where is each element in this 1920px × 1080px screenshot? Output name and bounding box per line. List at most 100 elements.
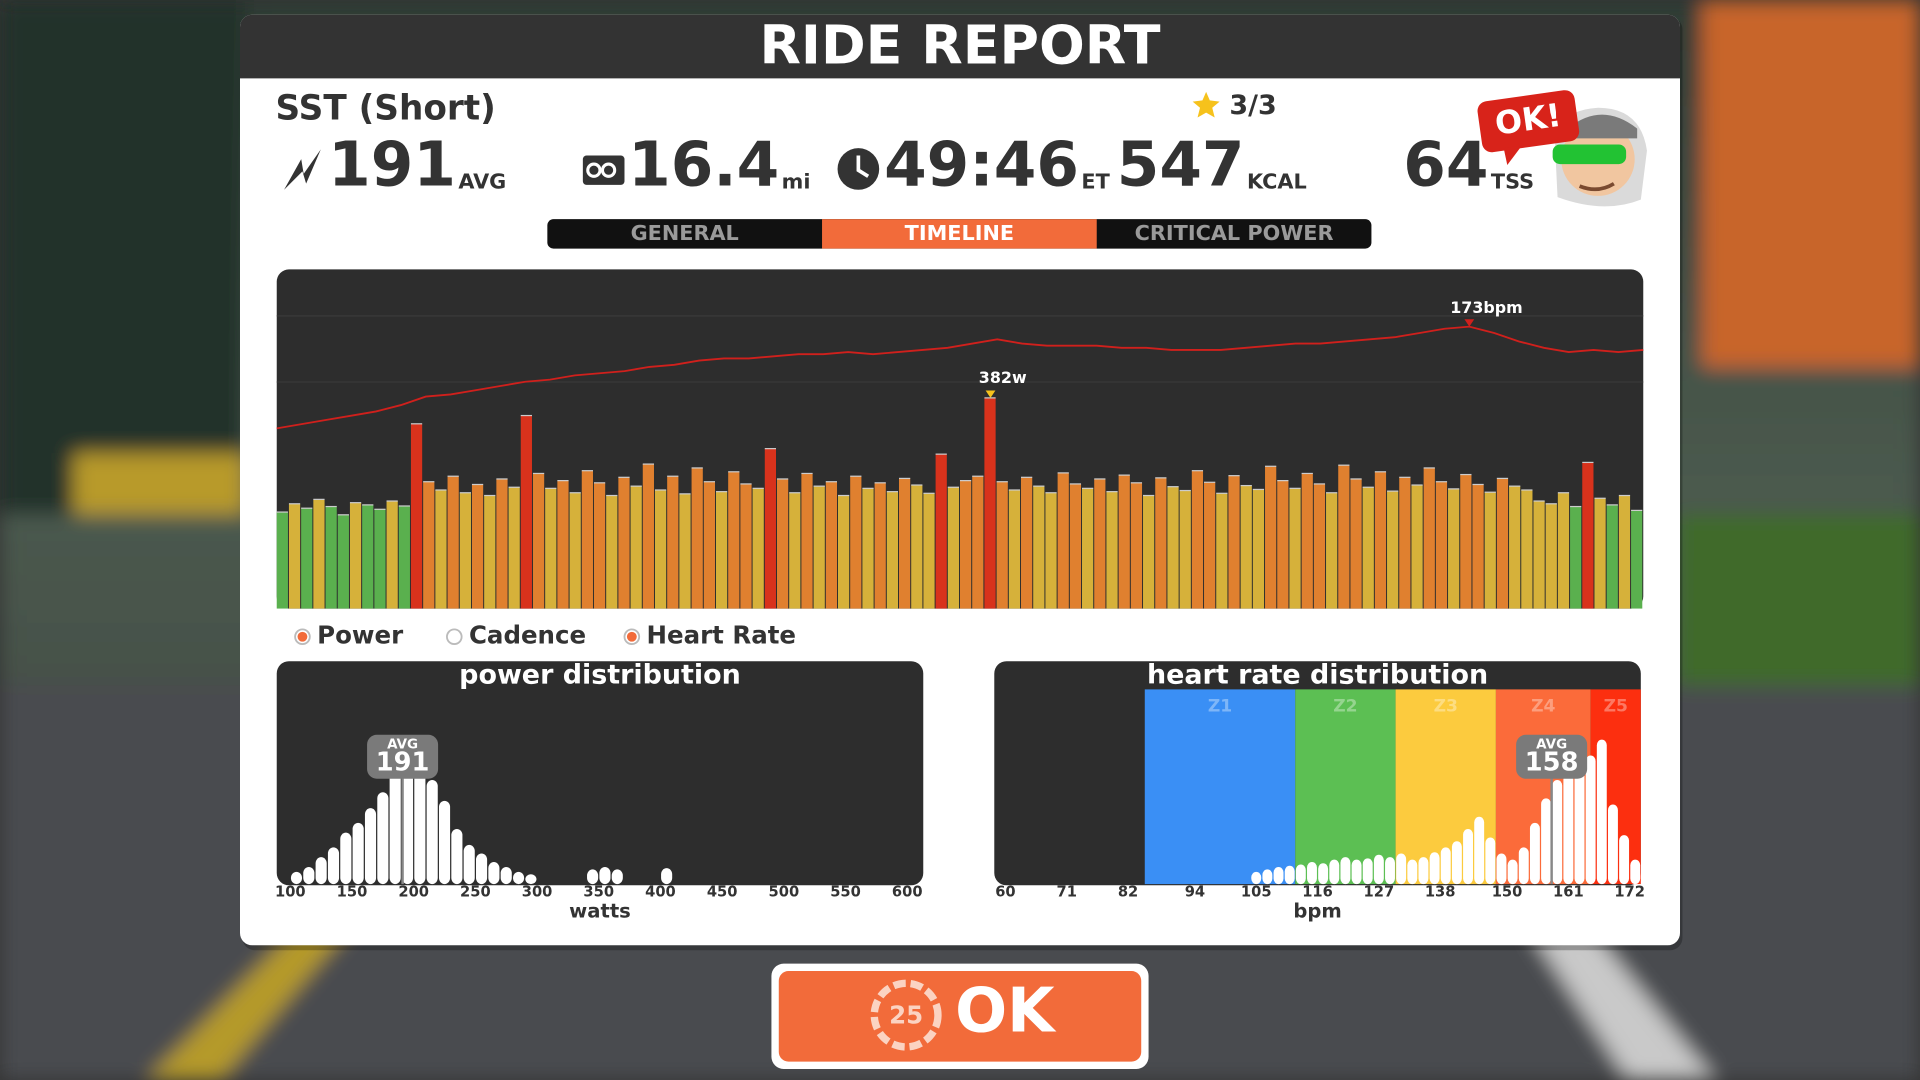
power-bar: [532, 473, 545, 609]
power-bar: [728, 471, 740, 609]
histogram-bar: [661, 868, 673, 885]
power-bar: [1399, 477, 1411, 609]
power-bar: [1204, 482, 1216, 609]
x-tick-label: 116: [1302, 884, 1333, 901]
histogram-bar: [364, 808, 377, 885]
stat-unit: AVG: [458, 169, 506, 193]
power-bar: [386, 501, 398, 609]
histogram-bar: [1596, 739, 1607, 885]
power-bar: [1496, 478, 1509, 609]
histogram-bar: [1329, 859, 1340, 885]
legend-label[interactable]: Cadence: [469, 621, 586, 650]
legend-label[interactable]: Heart Rate: [647, 621, 797, 650]
power-bar: [520, 415, 532, 609]
power-bar: [325, 506, 337, 609]
power-bar: [1594, 498, 1606, 609]
power-bar: [1484, 492, 1496, 609]
x-tick-label: 138: [1425, 884, 1456, 901]
tab[interactable]: TIMELINE: [905, 221, 1014, 245]
histogram-bar: [1418, 857, 1429, 885]
power-bar: [1191, 470, 1204, 609]
x-tick-label: 60: [995, 884, 1015, 901]
heart-rate-line: [276, 325, 1644, 430]
peak-label: 382w: [979, 368, 1027, 387]
stat-value: 49:46: [884, 130, 1079, 201]
ok-button[interactable]: 25 OK: [771, 963, 1149, 1069]
legend-radio-dot: [297, 631, 308, 642]
legend-radio-dot: [626, 631, 637, 642]
power-bar: [1057, 472, 1069, 609]
histogram-bar: [389, 767, 401, 885]
distance-icon: [582, 155, 625, 185]
power-bar: [1033, 486, 1045, 609]
power-bar: [1606, 504, 1618, 609]
power-bar: [1082, 488, 1094, 609]
histogram-bar: [1507, 859, 1518, 885]
ok-label[interactable]: OK: [955, 976, 1057, 1047]
power-bar: [1423, 467, 1435, 609]
power-bar: [1618, 495, 1631, 609]
x-tick-label: 150: [1492, 884, 1523, 901]
stat-value: 64: [1403, 130, 1488, 201]
histogram-bar: [315, 857, 327, 885]
badge-text: OK!: [1493, 96, 1564, 143]
power-bar: [1277, 480, 1289, 609]
power-bar: [593, 482, 606, 609]
avg-badge: [367, 734, 439, 779]
countdown: 25: [889, 1000, 923, 1029]
histogram-bar: [414, 764, 426, 885]
power-bar: [898, 478, 911, 609]
tab[interactable]: GENERAL: [631, 221, 739, 245]
histogram-bar: [1574, 767, 1585, 885]
histogram-bar: [1273, 866, 1284, 885]
x-tick-label: 500: [769, 884, 800, 901]
x-tick-label: 200: [398, 884, 429, 901]
tab[interactable]: CRITICAL POWER: [1135, 221, 1334, 245]
x-tick-label: 161: [1553, 884, 1584, 901]
power-bar: [1582, 462, 1594, 609]
histogram-bar: [1485, 837, 1496, 885]
x-tick-label: 150: [337, 884, 368, 901]
histogram-bar: [1440, 847, 1451, 885]
power-bar: [447, 476, 459, 609]
avg-badge-value: 191: [376, 747, 430, 777]
power-bar: [923, 493, 935, 609]
x-tick-label: 105: [1241, 884, 1272, 901]
power-bar: [1094, 478, 1106, 609]
header-bar: [240, 14, 1680, 79]
power-bar: [398, 505, 410, 609]
legend: Power Cadence Heart Rate: [294, 621, 797, 650]
histogram-bar: [611, 869, 623, 885]
power-bar: [1557, 492, 1570, 609]
power-bar: [960, 480, 972, 609]
histogram-bar: [340, 832, 352, 885]
badge-bubble: OK!: [1477, 90, 1580, 165]
x-tick-label: 82: [1118, 884, 1138, 901]
power-bar: [557, 480, 569, 609]
power-bar: [1289, 488, 1301, 609]
power-bar: [1435, 481, 1448, 609]
legend-radio[interactable]: [446, 628, 463, 646]
histogram-bar: [1463, 828, 1473, 885]
ok-button-face[interactable]: [778, 971, 1142, 1062]
power-bar: [752, 488, 764, 609]
histogram-bar: [513, 871, 525, 885]
histogram-bar: [1630, 859, 1641, 885]
histogram-bar: [1295, 864, 1306, 885]
heart-rate-distribution: Z1 Z2 Z3 Z4 Z5 60 71 82 94 105 116 127 138 150 161 172 A…: [995, 689, 1645, 901]
power-bar: [313, 499, 325, 609]
power-bar: [459, 492, 471, 609]
x-tick-label: 127: [1364, 884, 1395, 901]
power-bar: [1313, 483, 1326, 609]
stat-value: 191: [328, 130, 456, 201]
power-bar: [813, 486, 825, 609]
histogram-bar: [1340, 857, 1351, 885]
stat-unit: ET: [1081, 169, 1110, 193]
x-tick-label: 350: [583, 884, 614, 901]
power-bar: [1008, 489, 1021, 609]
histogram-bar: [525, 874, 537, 885]
timeline-panel: [276, 269, 1644, 609]
legend-label[interactable]: Power: [317, 621, 403, 650]
power-bar: [1130, 482, 1143, 609]
